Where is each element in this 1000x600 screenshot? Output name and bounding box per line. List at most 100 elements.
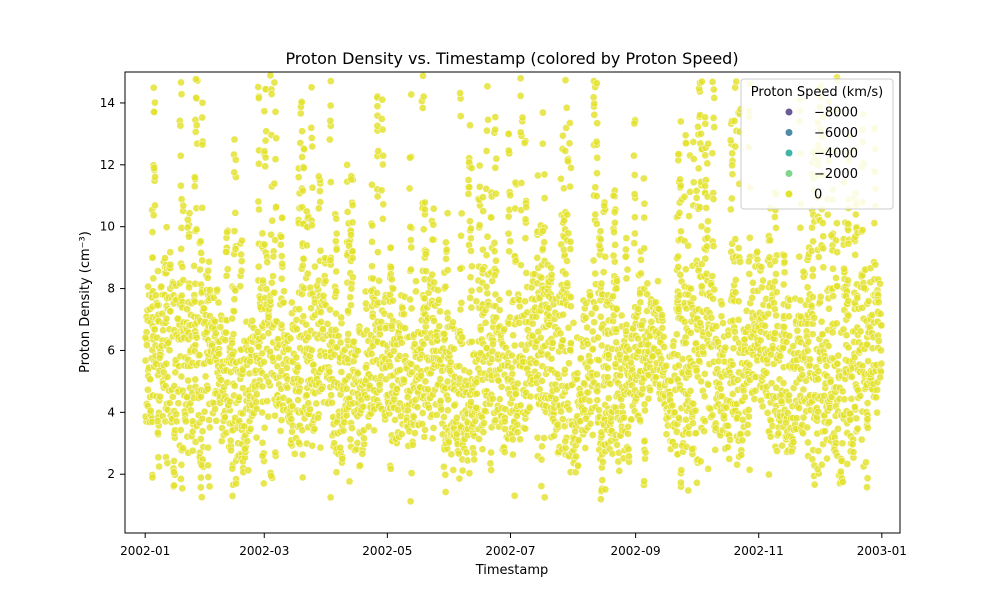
data-point	[200, 304, 208, 313]
data-point	[226, 436, 235, 445]
data-point	[610, 208, 619, 217]
data-point	[566, 182, 574, 191]
data-point	[850, 403, 859, 411]
data-point	[183, 223, 192, 232]
data-point	[475, 285, 484, 294]
data-point	[187, 406, 195, 415]
data-point	[852, 414, 861, 423]
data-point	[475, 161, 484, 170]
data-point	[734, 244, 743, 252]
data-point	[363, 393, 372, 402]
data-point	[283, 383, 292, 392]
data-point	[331, 237, 340, 246]
data-point	[771, 305, 779, 314]
data-point	[406, 497, 415, 506]
data-point	[611, 241, 619, 249]
data-point	[533, 433, 542, 442]
data-point	[610, 228, 618, 237]
data-point	[387, 263, 395, 271]
data-point	[507, 351, 516, 360]
data-point	[525, 404, 534, 412]
data-point	[780, 268, 789, 277]
data-point	[260, 147, 269, 155]
data-point	[172, 417, 181, 426]
x-tick-label: 2002-11	[734, 544, 784, 558]
data-point	[772, 288, 781, 296]
data-point	[599, 458, 607, 466]
data-point	[561, 270, 570, 278]
legend-marker	[785, 190, 793, 198]
data-point	[173, 314, 182, 323]
data-point	[876, 279, 884, 288]
data-point	[630, 151, 638, 160]
data-point	[566, 119, 574, 127]
data-point	[726, 205, 735, 214]
data-point	[709, 85, 718, 94]
data-point	[149, 211, 158, 220]
data-point	[709, 195, 718, 203]
data-point	[421, 250, 430, 258]
data-point	[537, 455, 546, 464]
data-point	[299, 186, 307, 195]
data-point	[247, 346, 255, 354]
data-point	[799, 429, 807, 438]
data-point	[176, 121, 185, 130]
data-point	[566, 346, 575, 354]
data-point	[771, 213, 779, 221]
data-point	[428, 270, 437, 279]
data-point	[692, 194, 701, 202]
data-point	[762, 368, 771, 377]
data-point	[464, 190, 473, 198]
data-point	[458, 333, 467, 342]
data-point	[307, 134, 316, 142]
data-point	[710, 94, 719, 102]
data-point	[450, 401, 459, 410]
data-point	[564, 229, 573, 238]
x-tick-label: 2002-09	[611, 544, 661, 558]
data-point	[522, 269, 531, 277]
chart-title: Proton Density vs. Timestamp (colored by…	[285, 49, 738, 68]
data-point	[622, 234, 631, 242]
data-point	[336, 338, 345, 347]
data-point	[712, 322, 721, 331]
data-point	[144, 282, 152, 291]
data-point	[226, 397, 234, 406]
data-point	[730, 117, 739, 125]
data-point	[647, 317, 656, 326]
data-point	[517, 261, 525, 269]
y-tick-label: 14	[100, 96, 115, 110]
data-point	[562, 103, 571, 112]
data-point	[403, 406, 412, 415]
data-point	[487, 466, 496, 474]
data-point	[442, 238, 450, 247]
data-point	[260, 107, 269, 116]
data-point	[851, 251, 860, 259]
data-point	[528, 319, 537, 328]
data-point	[567, 302, 575, 311]
data-point	[703, 159, 712, 168]
data-point	[205, 423, 214, 432]
data-point	[613, 277, 621, 285]
data-point	[701, 182, 709, 190]
data-point	[627, 415, 636, 424]
data-point	[348, 424, 356, 433]
data-point	[641, 406, 649, 415]
data-point	[560, 245, 568, 254]
data-point	[376, 330, 384, 339]
data-point	[720, 411, 728, 420]
data-point	[421, 205, 429, 214]
data-point	[409, 412, 418, 421]
data-point	[593, 370, 601, 379]
data-point	[513, 379, 522, 388]
data-point	[368, 262, 376, 271]
data-point	[671, 441, 680, 450]
data-point	[165, 346, 174, 355]
data-point	[480, 419, 488, 427]
data-point	[622, 274, 631, 283]
data-point	[771, 257, 779, 265]
data-point	[230, 135, 239, 144]
data-point	[456, 112, 465, 120]
data-point	[591, 210, 600, 219]
data-point	[254, 197, 263, 206]
data-point	[571, 468, 580, 477]
